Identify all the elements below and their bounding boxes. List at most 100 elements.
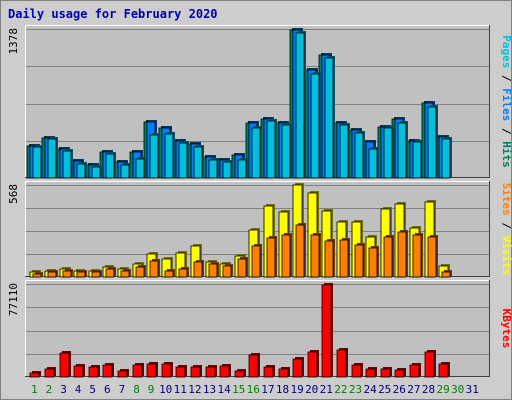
bar-sites-day-12 [193,261,203,278]
x-tick-label-day-10: 10 [159,383,172,396]
bar-kbytes-day-5 [88,366,99,378]
y-axis-label-hits: Pages / Files / Hits [500,35,512,168]
bar-pages-day-1 [32,146,42,179]
chart-title: Daily usage for February 2020 [8,7,218,21]
x-tick-label-day-25: 25 [378,383,391,396]
x-tick-label-day-11: 11 [174,383,187,396]
bar-kbytes-day-16 [248,354,259,378]
x-tick-label-day-6: 6 [104,383,111,396]
bar-kbytes-day-6 [102,364,113,378]
bar-pages-day-17 [266,120,276,179]
bar-sites-day-14 [222,265,232,278]
bar-pages-day-6 [105,153,115,179]
x-tick-label-day-4: 4 [75,383,82,396]
bar-pages-day-20 [310,73,320,179]
bar-pages-day-28 [427,106,437,179]
bar-sites-day-29 [441,271,451,278]
bar-pages-day-23 [354,132,364,179]
y-axis-label-kbytes: KBytes [500,309,512,349]
bar-kbytes-day-13 [205,366,216,378]
x-tick-label-day-18: 18 [276,383,289,396]
bar-sites-day-21 [324,240,334,278]
bar-pages-day-13 [208,159,218,179]
bar-pages-day-3 [62,150,72,179]
bar-pages-day-19 [295,32,305,179]
bar-kbytes-day-15 [234,370,245,378]
bar-sites-day-5 [91,271,101,278]
bar-kbytes-day-29 [438,363,449,378]
y-axis-label-part-kbytes-0: KBytes [500,309,512,349]
bar-sites-day-28 [427,236,437,278]
bar-kbytes-day-4 [73,365,84,378]
bar-kbytes-day-18 [278,368,289,378]
plot-border-light-visits [25,181,490,277]
x-tick-label-day-7: 7 [119,383,126,396]
bar-kbytes-day-27 [409,364,420,378]
bar-kbytes-day-12 [190,366,201,378]
bar-sites-day-8 [135,266,145,278]
bar-sites-day-2 [47,271,57,278]
bar-sites-day-26 [397,231,407,278]
bar-pages-day-18 [281,124,291,179]
bar-kbytes-day-14 [219,365,230,378]
bar-kbytes-day-2 [44,368,55,378]
bar-pages-day-11 [178,142,188,179]
bar-sites-day-23 [354,244,364,278]
x-tick-label-day-9: 9 [148,383,155,396]
bar-sites-day-18 [281,234,291,278]
x-tick-label-day-19: 19 [290,383,303,396]
x-tick-label-day-17: 17 [261,383,274,396]
x-tick-label-day-13: 13 [203,383,216,396]
bar-sites-day-27 [412,234,422,278]
bar-pages-day-26 [397,122,407,179]
bar-sites-day-4 [76,271,86,278]
bar-pages-day-12 [193,146,203,179]
x-tick-label-day-29: 29 [436,383,449,396]
y-axis-label-part-hits-4: Hits [500,141,512,168]
bar-pages-day-4 [76,163,86,179]
bar-sites-day-22 [339,239,349,278]
x-tick-label-day-27: 27 [407,383,420,396]
bar-sites-day-16 [251,245,261,278]
bar-sites-day-11 [178,268,188,278]
bar-kbytes-day-8 [132,364,143,378]
bar-kbytes-day-11 [175,366,186,378]
bar-kbytes-day-25 [380,368,391,378]
bar-sites-day-1 [32,273,42,278]
x-tick-label-day-21: 21 [320,383,333,396]
bar-pages-day-16 [251,127,261,179]
x-tick-label-day-22: 22 [334,383,347,396]
y-axis-label-part-hits-3: / [500,121,512,141]
x-tick-label-day-31: 31 [466,383,479,396]
bar-pages-day-24 [368,148,378,179]
bar-kbytes-day-24 [365,368,376,378]
x-tick-label-day-26: 26 [393,383,406,396]
bar-sites-day-15 [237,258,247,278]
bar-kbytes-day-1 [29,372,40,378]
bar-kbytes-day-28 [424,351,435,378]
x-tick-label-day-24: 24 [363,383,377,396]
bar-kbytes-day-21 [321,284,332,378]
y-axis-label-part-hits-2: Files [500,88,512,121]
x-tick-label-day-8: 8 [133,383,140,396]
bar-kbytes-day-7 [117,370,128,378]
y-axis-label-part-visits-0: Sites [500,183,512,216]
x-tick-label-day-15: 15 [232,383,245,396]
bar-kbytes-day-10 [161,363,172,378]
x-tick-label-day-28: 28 [422,383,435,396]
bar-sites-day-6 [105,268,115,278]
bar-sites-day-24 [368,247,378,278]
y-axis-label-part-visits-1: / [500,216,512,236]
bar-kbytes-day-9 [146,363,157,378]
x-tick-label-day-20: 20 [305,383,318,396]
bar-sites-day-19 [295,224,305,278]
bar-pages-day-21 [324,57,334,179]
y-axis-label-visits: Sites / Visits [500,183,512,276]
bar-kbytes-day-23 [351,364,362,378]
x-tick-label-day-2: 2 [46,383,53,396]
x-tick-label-day-23: 23 [349,383,362,396]
bar-sites-day-25 [383,236,393,278]
x-tick-label-day-3: 3 [60,383,67,396]
bar-pages-day-27 [412,141,422,179]
